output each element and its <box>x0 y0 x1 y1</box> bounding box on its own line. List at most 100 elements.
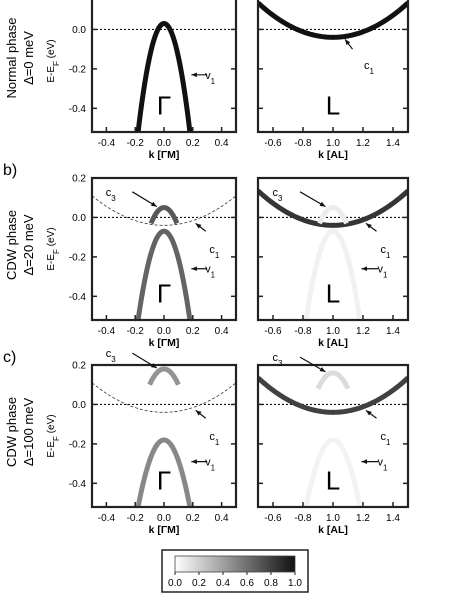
plot-area <box>258 0 408 40</box>
arrow-head <box>195 223 202 229</box>
x-tick-label: -0.4 <box>98 326 116 337</box>
arrow-head <box>366 223 372 229</box>
plot-area <box>92 21 236 132</box>
x-tick-label: -0.6 <box>264 138 282 149</box>
band-c3 <box>317 205 349 225</box>
annotation-v1: v1 <box>191 457 216 473</box>
colorbar-tick-label: 1.0 <box>288 578 302 589</box>
colorbar: 0.0 0.2 0.4 0.6 0.8 1.0 <box>161 549 309 593</box>
x-tick-label: 0.0 <box>157 326 171 337</box>
annotation-label: c3 <box>273 352 284 368</box>
plot-panel-b-L: -0.6 -0.8 1.0 1.2 1.4 k [AL] Lc3 c1 v1 <box>256 176 410 349</box>
x-axis-label: k [ΓM] <box>149 337 180 349</box>
x-tick-label: 1.2 <box>356 513 370 524</box>
x-axis-label: k [ΓM] <box>149 149 180 161</box>
x-tick-label: -0.8 <box>294 138 312 149</box>
x-tick-label: 1.0 <box>326 513 340 524</box>
band-v1 <box>135 437 193 507</box>
annotation-label: v1 <box>378 264 389 280</box>
y-tick-label: -0.4 <box>69 479 87 490</box>
y-tick-label: -0.2 <box>69 439 87 450</box>
y-tick-label: 0.2 <box>72 361 86 372</box>
plot-panel-a-gamma: 0.0 -0.2 -0.4 -0.4 -0.2 0.0 0.2 0.4 k [ΓM] E-EF (… <box>46 0 238 161</box>
x-tick-label: -0.6 <box>264 326 282 337</box>
arrow-head <box>191 72 197 78</box>
band-c3 <box>148 205 180 225</box>
x-tick-label: -0.6 <box>264 513 282 524</box>
y-tick-label: 0.2 <box>72 174 86 185</box>
x-tick-label: 1.4 <box>386 326 400 337</box>
phase-label-line: Δ=100 meV <box>21 398 36 467</box>
x-tick-label: -0.2 <box>127 326 145 337</box>
y-tick-label: 0.0 <box>72 25 86 36</box>
annotation-v1: v1 <box>191 264 216 279</box>
panel-letter: b) <box>3 162 17 179</box>
x-tick-label: 1.0 <box>326 326 340 337</box>
x-tick-label: 1.2 <box>356 326 370 337</box>
annotation-label: v1 <box>205 70 216 86</box>
arrow-head <box>191 266 197 272</box>
panel-symbol: L <box>326 278 340 308</box>
annotation-c1: c1 <box>195 409 220 447</box>
x-tick-label: -0.4 <box>98 138 116 149</box>
x-tick-label: 0.2 <box>186 513 200 524</box>
panels-layer: 0.0 -0.2 -0.4 -0.4 -0.2 0.0 0.2 0.4 k [ΓM] E-EF (… <box>46 0 410 536</box>
plot-panel-c-gamma: 0.2 0.0 -0.2 -0.4 -0.4 -0.2 0.0 0.2 0.4 k [ΓM] E-E… <box>46 348 238 536</box>
panel-symbol: Γ <box>157 465 171 495</box>
band-v1 <box>303 437 363 507</box>
colorbar-gradient <box>174 555 296 573</box>
annotation-label: c3 <box>273 187 284 203</box>
x-axis-label: k [ΓM] <box>149 524 180 536</box>
annotation-c1: c1 <box>195 222 220 260</box>
plot-panel-c-L: -0.6 -0.8 1.0 1.2 1.4 k [AL] Lc3 c1 v1 <box>256 352 410 536</box>
y-tick-label: -0.2 <box>69 252 87 263</box>
panel-symbol: L <box>326 90 340 120</box>
annotation-c1: c1 <box>365 409 392 447</box>
x-tick-label: 1.4 <box>386 138 400 149</box>
phase-label-line: CDW phase <box>4 210 19 280</box>
y-tick-label: 0.0 <box>72 400 86 411</box>
annotation-label: c1 <box>209 431 220 447</box>
row-label-3: c) CDW phase Δ=100 meV <box>3 349 36 467</box>
x-tick-label: 1.2 <box>356 138 370 149</box>
arrow-head <box>195 410 202 416</box>
band-v1 <box>135 228 193 320</box>
annotation-label: c1 <box>364 60 375 76</box>
annotation-c1: c1 <box>344 38 375 76</box>
panel-symbol: Γ <box>157 278 171 308</box>
y-axis-label: E-EF (eV) <box>46 227 61 270</box>
annotation-v1: v1 <box>361 264 389 280</box>
annotation-label: v1 <box>378 457 389 473</box>
annotation-label: c3 <box>106 348 117 364</box>
phase-label-line: Δ=20 meV <box>21 214 36 275</box>
band-v1 <box>303 228 363 320</box>
x-tick-label: 0.2 <box>186 138 200 149</box>
colorbar-tick-label: 0.6 <box>240 578 254 589</box>
plot-area <box>258 188 408 320</box>
x-axis-label: k [AL] <box>318 149 348 161</box>
x-tick-label: 0.0 <box>157 138 171 149</box>
annotation-label: c1 <box>381 431 392 447</box>
colorbar-tick-label: 0.4 <box>216 578 230 589</box>
plot-panel-b-gamma: 0.2 0.0 -0.2 -0.4 -0.4 -0.2 0.0 0.2 0.4 k [ΓM] E-E… <box>46 174 238 349</box>
colorbar-tick-label: 0.0 <box>168 578 182 589</box>
y-tick-label: 0.0 <box>72 213 86 224</box>
arrow-head <box>150 201 157 207</box>
x-tick-label: -0.2 <box>127 513 145 524</box>
y-tick-label: -0.2 <box>69 64 87 75</box>
annotation-label: v1 <box>205 457 216 473</box>
band-c3 <box>315 370 351 390</box>
plot-area <box>258 370 408 507</box>
x-tick-label: 0.4 <box>215 513 229 524</box>
x-tick-label: 1.0 <box>326 138 340 149</box>
arrow-head <box>366 410 372 416</box>
arrow-head <box>150 363 157 368</box>
row-label-2: b) CDW phase Δ=20 meV <box>3 162 36 280</box>
x-tick-label: -0.8 <box>294 326 312 337</box>
phase-label-line: CDW phase <box>4 397 19 467</box>
annotation-v1: v1 <box>361 457 389 473</box>
x-axis-label: k [AL] <box>318 337 348 349</box>
band-c3 <box>147 366 181 386</box>
y-axis-label: E-EF (eV) <box>46 414 61 457</box>
